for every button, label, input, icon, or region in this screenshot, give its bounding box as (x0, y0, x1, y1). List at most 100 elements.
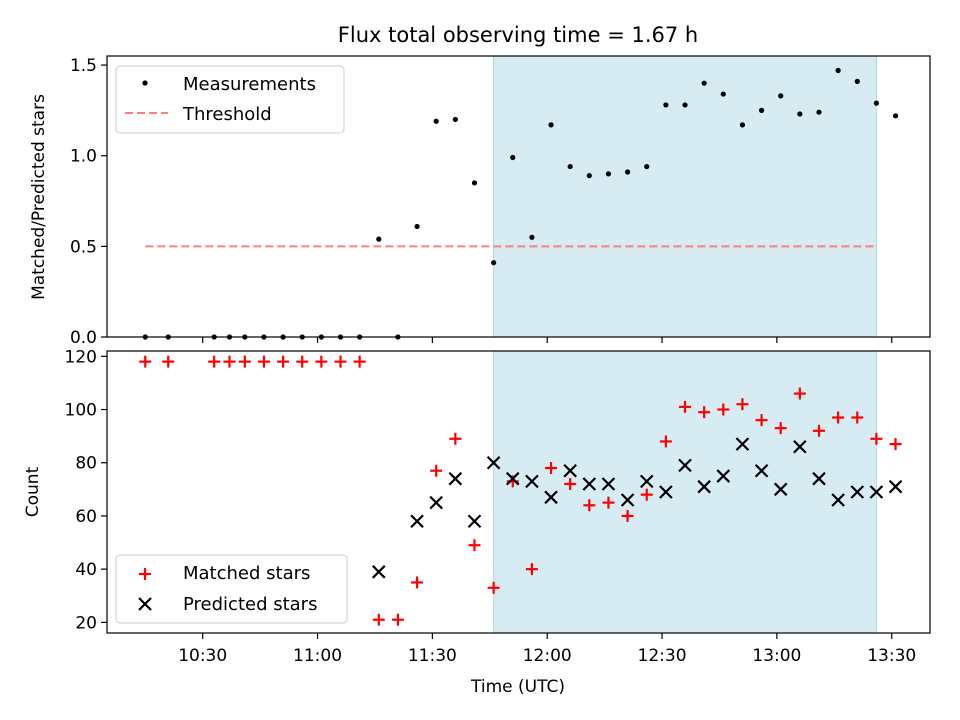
y-tick-label: 0.0 (70, 328, 97, 348)
matched-star-point (372, 613, 385, 626)
measurement-point (682, 102, 688, 108)
y-tick-label: 20 (75, 613, 97, 633)
matched-star-point (851, 411, 864, 424)
highlight-span-rect (493, 55, 877, 338)
matched-star-point (832, 411, 845, 424)
highlight-span (493, 350, 877, 634)
predicted-star-point (831, 493, 845, 507)
bottom-legend: Matched stars Predicted stars (115, 554, 348, 624)
predicted-star-point (869, 485, 884, 499)
legend-threshold-label: Threshold (182, 104, 272, 125)
x-axis-label: Time (UTC) (470, 677, 565, 697)
predicted-star-point (563, 463, 577, 478)
x-tick-label: 12:00 (523, 646, 572, 666)
predicted-star-point (678, 458, 692, 473)
x-tick-label: 11:00 (293, 646, 342, 666)
chart-title: Flux total observing time = 1.67 h (338, 23, 698, 47)
highlight-span-rect (493, 350, 877, 634)
measurement-point (491, 260, 497, 266)
matched-star-point (583, 499, 596, 512)
measurement-point (548, 122, 554, 128)
matched-star-point (640, 488, 653, 501)
predicted-star-point (639, 474, 654, 489)
bottom-y-axis-label: Count (23, 466, 43, 517)
matched-star-point (208, 355, 221, 368)
matched-star-point (334, 355, 347, 368)
measurement-point (452, 116, 458, 123)
top-legend-box (115, 65, 345, 134)
predicted-star-point (429, 495, 443, 510)
y-tick-label: 100 (65, 401, 97, 421)
matched-star-point (736, 398, 749, 411)
top-legend: Measurements Threshold (115, 65, 345, 134)
matched-star-point (468, 539, 481, 552)
measurement-point (854, 78, 860, 84)
y-tick-label: 60 (75, 507, 97, 527)
matched-star-point (238, 355, 251, 368)
predicted-star-point (448, 471, 463, 486)
y-tick-label: 120 (65, 347, 97, 367)
matched-star-point (812, 424, 825, 437)
measurement-point (376, 236, 382, 242)
legend-predicted-marker (138, 597, 152, 611)
highlight-span (493, 55, 877, 338)
measurement-point (778, 93, 784, 99)
predicted-star-point (735, 437, 750, 451)
top-panel: 0.0 0.5 1.0 1.5 Matched/Predicted stars Mea… (29, 55, 931, 348)
matched-star-point (717, 403, 730, 416)
x-tick-label: 12:30 (638, 646, 687, 666)
matched-star-point (889, 438, 902, 451)
predicted-star-point (812, 471, 826, 486)
x-tick-label: 11:30 (408, 646, 457, 666)
measurement-point (644, 163, 650, 170)
measurement-point (720, 91, 726, 97)
matched-star-point (139, 355, 152, 368)
predicted-star-point (505, 471, 520, 486)
predicted-star-point (659, 485, 673, 499)
predicted-star-point (773, 482, 788, 497)
legend-matched-label: Matched stars (183, 563, 310, 584)
predicted-star-point (525, 474, 539, 489)
matched-star-point (679, 400, 692, 413)
legend-predicted-label: Predicted stars (183, 594, 317, 615)
matched-star-point (223, 355, 236, 368)
star-count-points (139, 355, 903, 626)
measurement-point (701, 80, 707, 86)
bottom-legend-box (115, 554, 348, 624)
matched-star-point (277, 355, 290, 368)
measurement-point (663, 102, 669, 108)
matched-star-point (698, 406, 711, 419)
matched-star-point (430, 464, 443, 477)
bottom-axes-frame (106, 350, 931, 634)
matched-star-point (162, 355, 175, 368)
bottom-x-ticks: 10:30 11:00 11:30 12:00 12:30 13:00 13:30 (178, 633, 916, 666)
matched-star-point (564, 478, 577, 491)
predicted-star-point (410, 514, 424, 529)
matched-star-point (545, 462, 558, 475)
matched-star-point (659, 435, 672, 448)
legend-measurement-marker (142, 80, 148, 86)
predicted-star-point (486, 455, 501, 470)
matched-star-point (391, 613, 404, 626)
top-y-axis-label: Matched/Predicted stars (29, 94, 49, 300)
bottom-y-ticks: 20 40 60 80 100 120 (65, 347, 107, 633)
measurement-point (567, 163, 573, 170)
x-tick-label: 10:30 (178, 646, 227, 666)
measurement-point (835, 67, 841, 74)
top-y-ticks: 0.0 0.5 1.0 1.5 (70, 56, 107, 348)
measurement-point (624, 169, 631, 175)
measurement-point (605, 171, 612, 177)
matched-star-point (296, 355, 309, 368)
measurement-point (433, 118, 439, 124)
matched-star-point (774, 422, 787, 435)
measurement-point (739, 122, 746, 128)
matched-star-point (793, 387, 806, 400)
measurement-point (797, 111, 803, 117)
predicted-star-point (697, 479, 711, 494)
legend-measurements-label: Measurements (183, 74, 316, 95)
matched-star-point (525, 563, 538, 576)
y-tick-label: 40 (75, 560, 97, 580)
measurement-point (873, 100, 880, 106)
matched-star-point (755, 414, 768, 427)
